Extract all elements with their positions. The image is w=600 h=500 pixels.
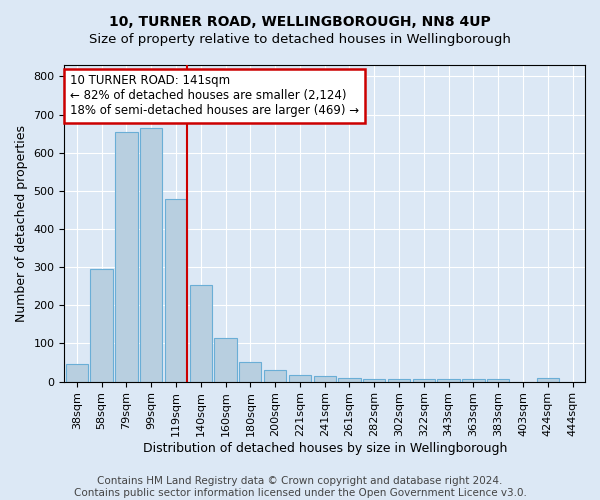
Bar [338,378,361,382]
Bar [91,269,113,382]
Text: Size of property relative to detached houses in Wellingborough: Size of property relative to detached ho… [89,32,511,46]
Bar [388,379,410,382]
Bar [289,374,311,382]
Text: Contains HM Land Registry data © Crown copyright and database right 2024.
Contai: Contains HM Land Registry data © Crown c… [74,476,526,498]
Bar [65,364,88,382]
Bar [413,378,435,382]
Bar [314,376,336,382]
Text: 10 TURNER ROAD: 141sqm
← 82% of detached houses are smaller (2,124)
18% of semi-: 10 TURNER ROAD: 141sqm ← 82% of detached… [70,74,359,118]
Bar [239,362,262,382]
Bar [165,200,187,382]
Y-axis label: Number of detached properties: Number of detached properties [15,125,28,322]
X-axis label: Distribution of detached houses by size in Wellingborough: Distribution of detached houses by size … [143,442,507,455]
Bar [536,378,559,382]
Bar [487,378,509,382]
Bar [462,378,485,382]
Bar [190,286,212,382]
Bar [363,379,385,382]
Bar [437,378,460,382]
Bar [214,338,236,382]
Bar [115,132,137,382]
Bar [140,128,163,382]
Bar [264,370,286,382]
Text: 10, TURNER ROAD, WELLINGBOROUGH, NN8 4UP: 10, TURNER ROAD, WELLINGBOROUGH, NN8 4UP [109,15,491,29]
